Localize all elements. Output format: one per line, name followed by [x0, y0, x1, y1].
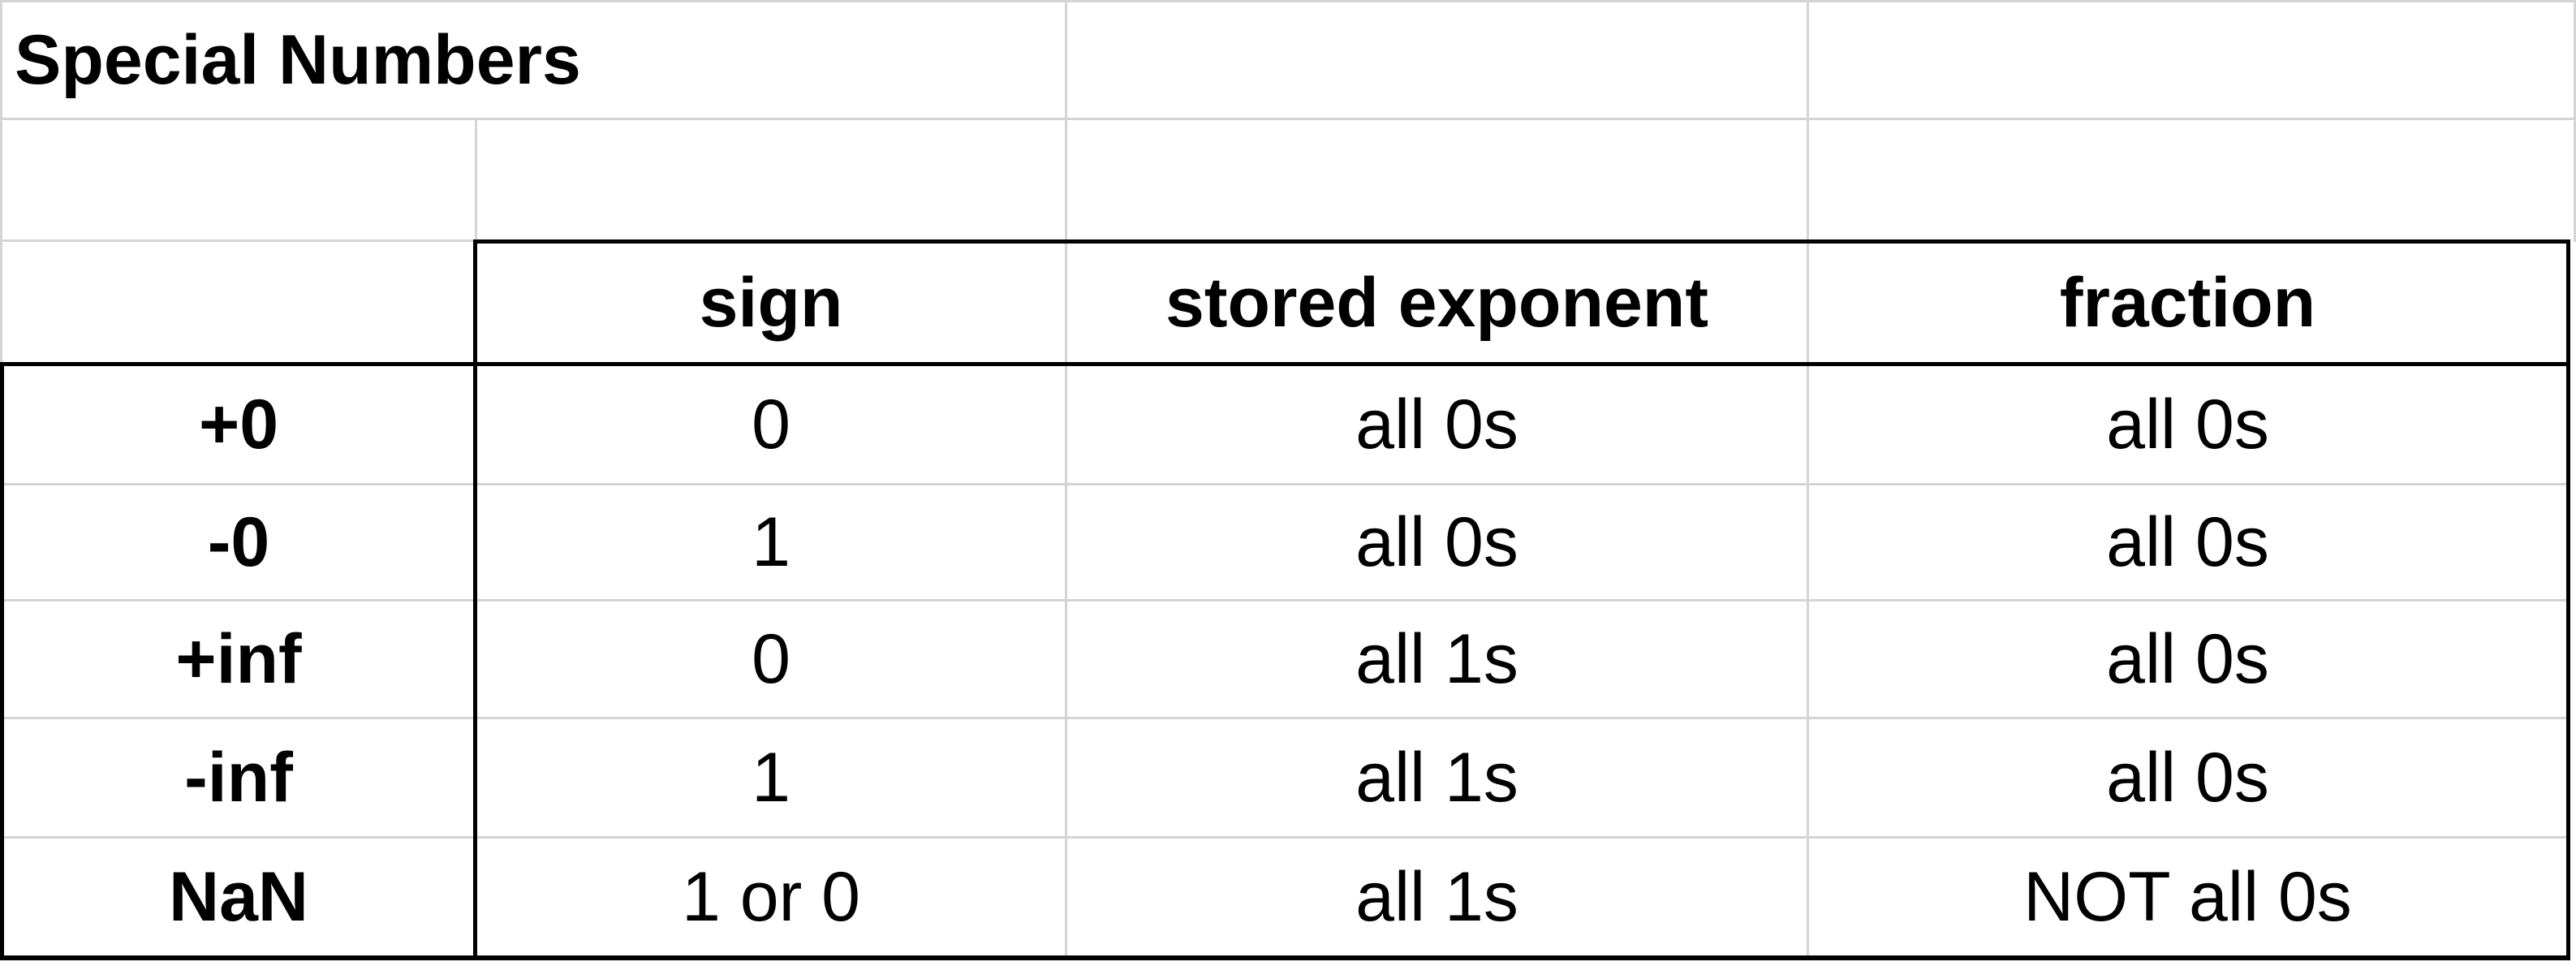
cell-fraction: all 0s: [2106, 739, 2269, 817]
cell-exponent: all 1s: [1355, 858, 1518, 936]
cell-exponent: all 0s: [1355, 503, 1518, 581]
row-label: +inf: [175, 620, 302, 698]
cell-fraction: all 0s: [2106, 386, 2269, 464]
header-fraction: fraction: [2059, 264, 2316, 342]
table-border-left: [0, 362, 4, 960]
gridline: [0, 483, 479, 485]
table-border-top-header: [473, 239, 2570, 244]
row-label: -0: [207, 503, 270, 581]
cell-exponent: all 1s: [1355, 620, 1518, 698]
gridline: [0, 599, 2568, 602]
table-border-top-body: [0, 362, 2570, 366]
table-border-label-divider: [473, 239, 477, 960]
sheet-title: Special Numbers: [15, 20, 581, 99]
cell-sign: 1 or 0: [682, 858, 860, 936]
header-sign: sign: [699, 264, 843, 342]
gridline: [0, 239, 479, 242]
row-label: +0: [198, 386, 279, 464]
gridline: [2574, 0, 2576, 242]
gridline: [1807, 0, 1809, 958]
cell-fraction: NOT all 0s: [2023, 858, 2352, 936]
cell-sign: 0: [752, 620, 790, 698]
gridline: [0, 118, 2576, 120]
gridline: [479, 483, 2568, 485]
row-label: NaN: [168, 858, 309, 936]
row-label: -inf: [184, 739, 293, 817]
table-border-bottom: [0, 955, 2570, 960]
gridline: [1065, 0, 1067, 958]
cell-sign: 1: [752, 739, 790, 817]
gridline: [0, 836, 2568, 839]
cell-exponent: all 0s: [1355, 386, 1518, 464]
cell-sign: 0: [752, 386, 790, 464]
cell-fraction: all 0s: [2106, 620, 2269, 698]
gridline: [0, 0, 2, 365]
gridline: [0, 717, 2568, 719]
cell-fraction: all 0s: [2106, 503, 2269, 581]
cell-exponent: all 1s: [1355, 739, 1518, 817]
gridline: [0, 0, 2576, 2]
header-stored-exponent: stored exponent: [1165, 264, 1708, 342]
cell-sign: 1: [752, 503, 790, 581]
table-border-right: [2566, 239, 2570, 960]
gridline: [475, 118, 477, 239]
